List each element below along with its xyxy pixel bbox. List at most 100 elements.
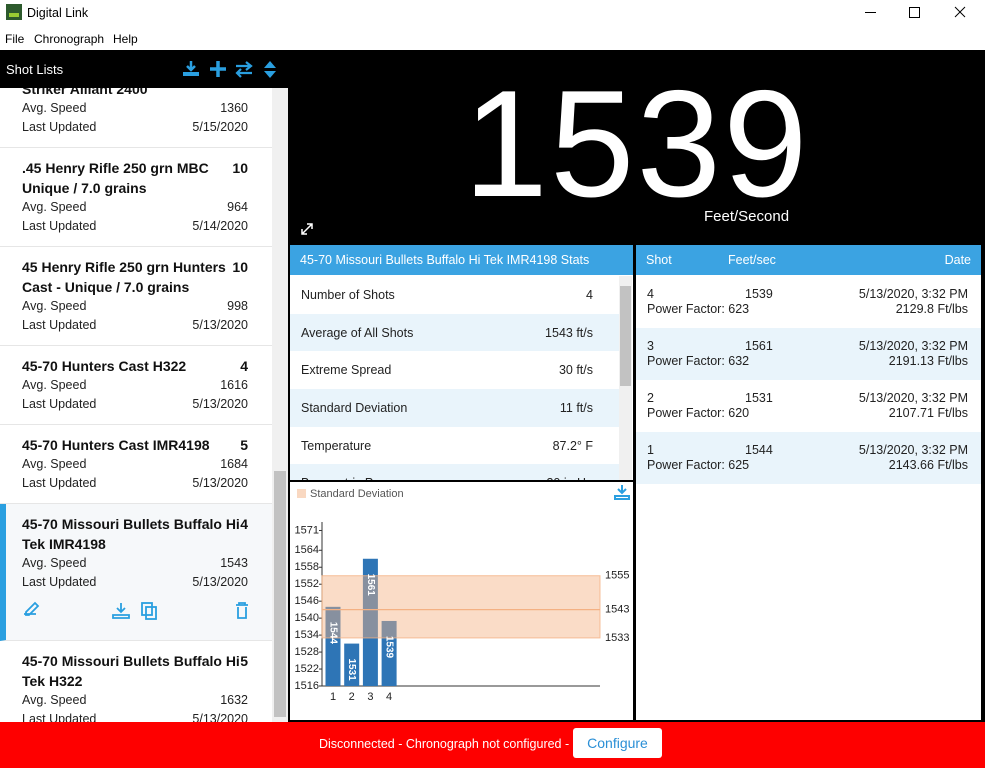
shot-row[interactable]: 2 1531 5/13/2020, 3:32 PM Power Factor: 620… (636, 380, 981, 432)
item-name: Striker Alliant 2400 (22, 88, 148, 97)
y-tick-label: 1571 (295, 524, 319, 536)
x-tick-label: 2 (349, 691, 355, 703)
configure-button[interactable]: Configure (573, 728, 662, 758)
column-header: Date (944, 253, 971, 267)
y-tick-label: 1516 (295, 680, 319, 692)
shot-number: 2 (647, 391, 654, 405)
updated-value: 5/13/2020 (192, 476, 248, 490)
legend-label: Standard Deviation (310, 488, 404, 500)
avg-value: 998 (227, 299, 248, 313)
band-label: 1533 (605, 632, 629, 644)
menu-item[interactable]: File (5, 32, 25, 46)
shot-row[interactable]: 3 1561 5/13/2020, 3:32 PM Power Factor: 632… (636, 328, 981, 380)
status-bar: Disconnected - Chronograph not configure… (0, 722, 985, 768)
avg-value: 1543 (220, 556, 248, 570)
avg-row: Avg. Speed 998 (22, 297, 248, 316)
shot-list-item[interactable]: 45-70 Hunters Cast IMR4198 5 Avg. Speed 168… (0, 425, 272, 504)
shot-speed: 1539 (745, 287, 773, 301)
column-header: Feet/sec (728, 253, 776, 267)
shot-count: 5 (240, 437, 248, 453)
item-header: 45-70 Missouri Bullets Buffalo Hi Tek IM… (22, 514, 248, 554)
shot-row[interactable]: 4 1539 5/13/2020, 3:32 PM Power Factor: 623… (636, 276, 981, 328)
bar (344, 643, 360, 686)
avg-value: 1616 (220, 378, 248, 392)
legend-swatch (297, 489, 306, 498)
updated-value: 5/15/2020 (192, 120, 248, 134)
y-tick-label: 1564 (295, 544, 319, 556)
stat-row: Number of Shots 4 (290, 276, 619, 314)
stat-label: Extreme Spread (301, 363, 392, 378)
stat-value: 30 ft/s (558, 363, 593, 378)
scroll-thumb[interactable] (274, 471, 286, 717)
window-controls[interactable] (860, 0, 985, 26)
sidebar-toolbar[interactable] (180, 58, 285, 82)
shot-list-item[interactable]: .45 Henry Rifle 250 grn MBC Unique / 7.0… (0, 148, 272, 247)
title-bar: Digital Link (0, 0, 985, 26)
stats-list: Number of Shots 4 Average of All Shots 1543… (290, 276, 619, 480)
menu-item[interactable]: Chronograph (34, 32, 105, 46)
item-name: 45-70 Missouri Bullets Buffalo Hi Tek IM… (22, 516, 240, 552)
x-tick-label: 3 (367, 691, 373, 703)
updated-row: Last Updated 5/14/2020 (22, 217, 248, 236)
updated-value: 5/13/2020 (192, 318, 248, 332)
stats-title: 45-70 Missouri Bullets Buffalo Hi Tek IM… (290, 245, 633, 275)
speed-display: 1539 Feet/Second (288, 50, 985, 244)
shots-header: Shot Feet/sec Date (636, 245, 981, 275)
updated-value: 5/13/2020 (192, 712, 248, 722)
sidebar-header: Shot Lists (0, 50, 288, 88)
shot-list-item[interactable]: 45 Henry Rifle 250 grn Hunters Cast - Un… (0, 247, 272, 346)
avg-label: Avg. Speed (22, 101, 87, 115)
item-header: 45 Henry Rifle 250 grn Hunters Cast - Un… (22, 257, 248, 297)
stats-scrollbar[interactable] (619, 276, 632, 480)
energy: 2129.8 Ft/lbs (895, 302, 968, 316)
avg-value: 1632 (220, 693, 248, 707)
item-name: 45-70 Hunters Cast H322 (22, 358, 187, 374)
shot-row[interactable]: 1 1544 5/13/2020, 3:32 PM Power Factor: 625… (636, 432, 981, 484)
stat-value: 11 ft/s (559, 400, 593, 415)
shot-date: 5/13/2020, 3:32 PM (858, 287, 968, 301)
y-tick-label: 1534 (295, 629, 319, 641)
scroll-thumb[interactable] (620, 286, 631, 386)
item-header: Striker Alliant 2400 (22, 88, 248, 99)
shot-count: 10 (232, 160, 248, 176)
energy: 2191.13 Ft/lbs (888, 354, 968, 368)
chart-panel: Standard Deviation 1516 1522 1528 1534 1540 15… (290, 482, 633, 720)
updated-row: Last Updated 5/13/2020 (22, 474, 248, 493)
updated-label: Last Updated (22, 712, 97, 722)
avg-label: Avg. Speed (22, 556, 87, 570)
updated-label: Last Updated (22, 476, 97, 490)
action-icons[interactable] (16, 592, 256, 630)
y-tick-label: 1546 (295, 595, 319, 607)
avg-row: Avg. Speed 1616 (22, 376, 248, 395)
shot-list-item[interactable]: 45-70 Missouri Bullets Buffalo Hi Tek IM… (0, 504, 272, 641)
expand-icon[interactable] (300, 222, 314, 236)
shot-list-item[interactable]: Striker Alliant 2400 Avg. Speed 1360 Last U… (0, 88, 272, 148)
chart-download-icon[interactable] (614, 485, 630, 500)
item-name: 45 Henry Rifle 250 grn Hunters Cast - Un… (22, 259, 226, 295)
value-label: 1561 (365, 574, 376, 597)
item-name: 45-70 Hunters Cast IMR4198 (22, 437, 210, 453)
stat-label: Standard Deviation (301, 400, 408, 415)
stat-label: Average of All Shots (301, 325, 414, 340)
avg-label: Avg. Speed (22, 200, 87, 214)
shot-speed: 1561 (745, 339, 773, 353)
avg-row: Avg. Speed 1360 (22, 99, 248, 118)
shot-date: 5/13/2020, 3:32 PM (858, 443, 968, 457)
sidebar-title: Shot Lists (6, 62, 64, 77)
stat-label: Number of Shots (301, 287, 395, 302)
avg-row: Avg. Speed 1543 (22, 554, 248, 573)
stat-label: Temperature (301, 438, 372, 453)
band-label: 1543 (605, 604, 629, 616)
menu-item[interactable]: Help (113, 32, 138, 46)
item-header: 45-70 Hunters Cast IMR4198 5 (22, 435, 248, 455)
shot-number: 3 (647, 339, 654, 353)
sidebar-scrollbar[interactable] (272, 88, 288, 722)
item-header: 45-70 Hunters Cast H322 4 (22, 356, 248, 376)
stats-panel: 45-70 Missouri Bullets Buffalo Hi Tek IM… (290, 245, 633, 480)
stat-value: 87.2° F (552, 438, 593, 453)
shot-list-item[interactable]: 45-70 Missouri Bullets Buffalo Hi Tek H3… (0, 641, 272, 722)
x-tick-label: 4 (386, 691, 392, 703)
avg-row: Avg. Speed 1684 (22, 455, 248, 474)
shot-list-item[interactable]: 45-70 Hunters Cast H322 4 Avg. Speed 1616 La… (0, 346, 272, 425)
energy: 2107.71 Ft/lbs (888, 406, 968, 420)
